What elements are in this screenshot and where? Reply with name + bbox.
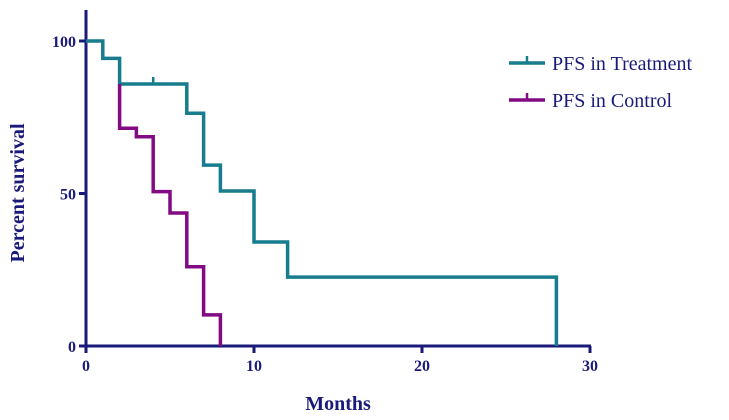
- legend-label: PFS in Control: [552, 90, 672, 112]
- series-line-treatment: [86, 39, 559, 346]
- series-layer: [86, 39, 559, 346]
- x-tick-label: 10: [246, 358, 262, 375]
- y-tick-label: 100: [52, 34, 76, 51]
- x-axis-label: Months: [305, 393, 371, 415]
- tick-labels: 0 10 20 30 0 50 100: [52, 34, 598, 375]
- axes: [79, 10, 592, 353]
- x-tick-label: 0: [82, 358, 90, 375]
- y-tick-label: 0: [68, 339, 76, 356]
- y-tick-label: 50: [60, 187, 76, 204]
- x-tick-label: 20: [414, 358, 430, 375]
- x-tick-label: 30: [582, 358, 598, 375]
- series-line-control: [117, 84, 223, 346]
- y-axis-label: Percent survival: [7, 123, 29, 262]
- legend: PFS in Treatment PFS in Control: [509, 53, 692, 112]
- legend-label: PFS in Treatment: [552, 53, 692, 75]
